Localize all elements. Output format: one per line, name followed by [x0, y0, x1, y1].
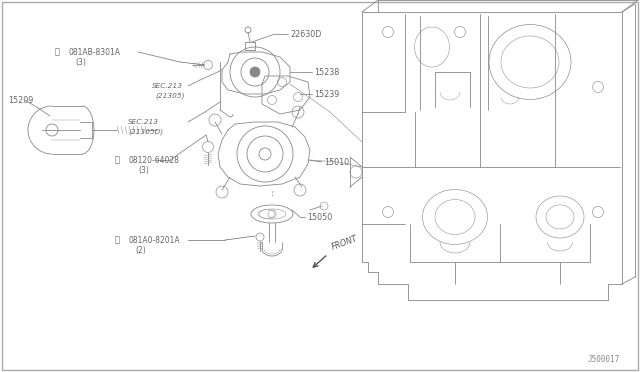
Text: 22630D: 22630D	[290, 29, 321, 38]
Text: (3): (3)	[75, 58, 86, 67]
Text: (21305D): (21305D)	[128, 129, 163, 135]
Text: 15238: 15238	[314, 67, 339, 77]
Text: 15050: 15050	[307, 212, 332, 221]
Text: J500017: J500017	[588, 355, 620, 364]
Circle shape	[250, 67, 260, 77]
Text: SEC.213: SEC.213	[152, 83, 183, 89]
Text: Ⓑ: Ⓑ	[115, 235, 120, 244]
Text: 15239: 15239	[314, 90, 339, 99]
Text: SEC.213: SEC.213	[128, 119, 159, 125]
Text: FRONT: FRONT	[330, 234, 358, 252]
Text: (21305): (21305)	[155, 93, 184, 99]
Text: Ⓑ: Ⓑ	[115, 155, 120, 164]
Text: 081A0-8201A: 081A0-8201A	[128, 235, 180, 244]
Text: Ⓑ: Ⓑ	[55, 48, 60, 57]
Text: (3): (3)	[138, 166, 149, 174]
Text: (2): (2)	[135, 246, 146, 254]
Text: 15010: 15010	[324, 157, 349, 167]
Text: 08120-64028: 08120-64028	[128, 155, 179, 164]
Text: 15209: 15209	[8, 96, 33, 105]
Text: 081AB-8301A: 081AB-8301A	[68, 48, 120, 57]
